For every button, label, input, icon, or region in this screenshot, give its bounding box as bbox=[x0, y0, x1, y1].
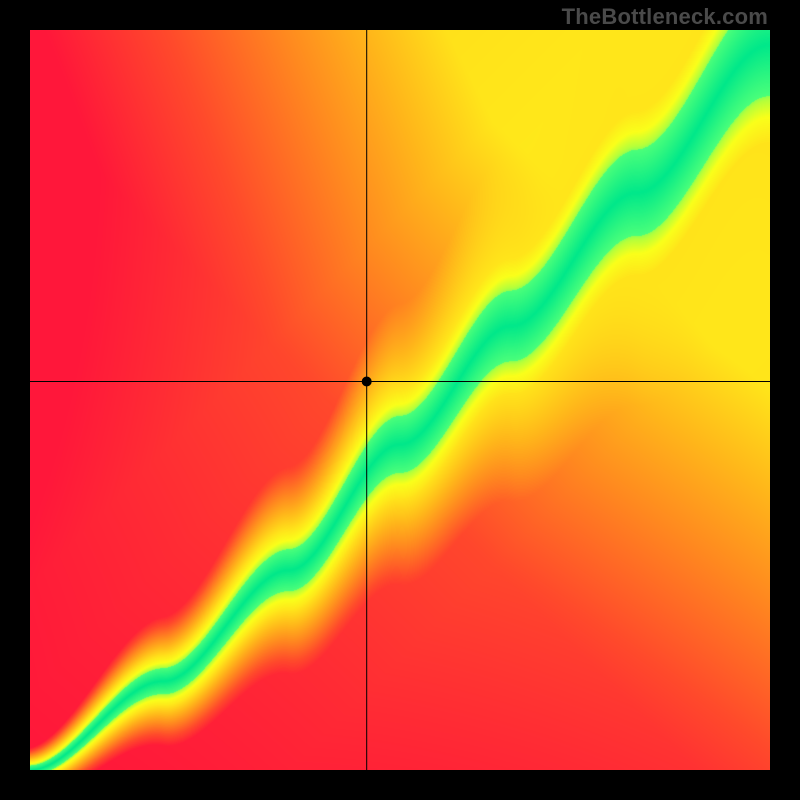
crosshair-marker bbox=[362, 377, 372, 387]
crosshair-overlay bbox=[30, 30, 770, 770]
watermark-label: TheBottleneck.com bbox=[562, 4, 768, 30]
chart-frame: TheBottleneck.com bbox=[0, 0, 800, 800]
